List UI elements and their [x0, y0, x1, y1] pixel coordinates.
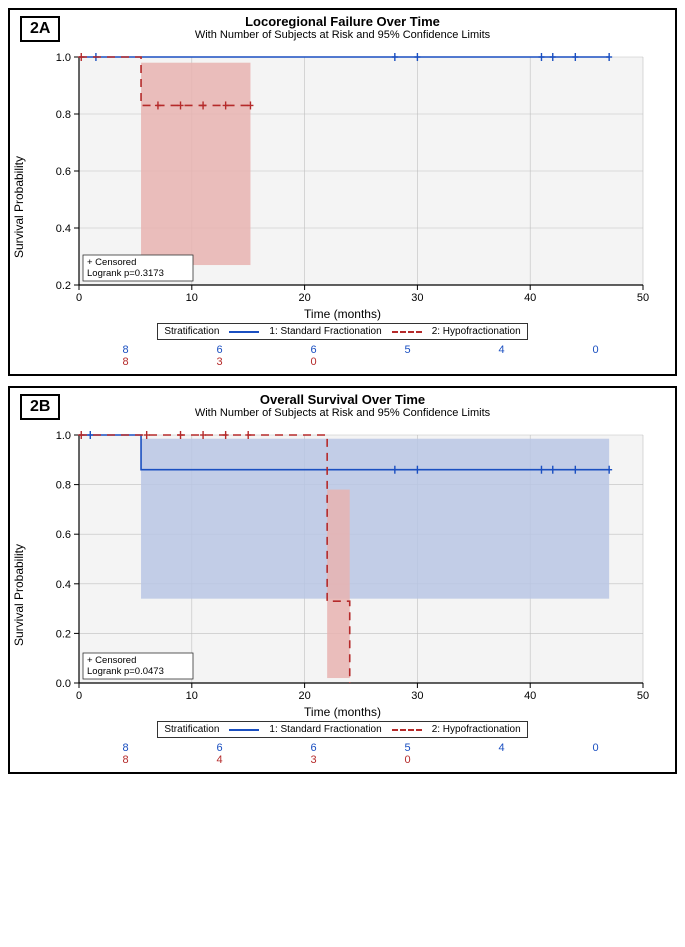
svg-text:0: 0: [75, 292, 81, 304]
legend-swatch: [392, 331, 422, 333]
x-axis-label: Time (months): [23, 307, 663, 321]
title-main: Overall Survival Over Time: [16, 392, 669, 407]
risk-cell: 3: [267, 754, 361, 766]
svg-text:10: 10: [185, 292, 197, 304]
risk-cell: 0: [361, 754, 455, 766]
svg-text:0.4: 0.4: [55, 223, 70, 235]
legend-swatch: [229, 331, 259, 333]
risk-cell: [549, 754, 643, 766]
legend-item-label: 1: Standard Fractionation: [269, 724, 381, 735]
risk-cell: 8: [79, 742, 173, 754]
svg-text:0.8: 0.8: [55, 480, 70, 492]
panel-label: 2A: [20, 16, 60, 42]
legend: Stratification 1: Standard Fractionation 2…: [157, 323, 527, 340]
svg-text:20: 20: [298, 292, 310, 304]
info-box: + CensoredLogrank p=0.0473: [83, 653, 193, 679]
legend-swatch: [392, 729, 422, 731]
risk-cell: [549, 356, 643, 368]
info-box: + CensoredLogrank p=0.3173: [83, 255, 193, 281]
legend-title: Stratification: [164, 724, 219, 735]
legend-item-label: 2: Hypofractionation: [432, 326, 521, 337]
risk-cell: 5: [361, 742, 455, 754]
title-sub: With Number of Subjects at Risk and 95% …: [16, 29, 669, 41]
title-main: Locoregional Failure Over Time: [16, 14, 669, 29]
risk-cell: 8: [79, 344, 173, 356]
risk-cell: 4: [455, 742, 549, 754]
legend-item-label: 2: Hypofractionation: [432, 724, 521, 735]
panel-2B: 2BOverall Survival Over TimeWith Number …: [8, 386, 677, 774]
risk-cell: 6: [173, 742, 267, 754]
risk-cell: 5: [361, 344, 455, 356]
svg-text:20: 20: [298, 690, 310, 702]
panel-2A: 2ALocoregional Failure Over TimeWith Num…: [8, 8, 677, 376]
risk-cell: 4: [173, 754, 267, 766]
svg-text:40: 40: [524, 292, 536, 304]
ci-band: [327, 490, 350, 678]
svg-text:30: 30: [411, 292, 423, 304]
svg-text:30: 30: [411, 690, 423, 702]
risk-cell: 3: [173, 356, 267, 368]
svg-text:50: 50: [636, 292, 648, 304]
svg-text:0.2: 0.2: [55, 628, 70, 640]
svg-text:0.2: 0.2: [55, 280, 70, 292]
svg-text:1.0: 1.0: [55, 52, 70, 64]
y-axis-label: Survival Probability: [12, 543, 26, 645]
risk-table: 866540830: [23, 344, 663, 368]
chart-stage: Survival Probability010203040500.20.40.6…: [23, 45, 663, 368]
y-axis-label: Survival Probability: [12, 155, 26, 257]
risk-cell: 8: [79, 356, 173, 368]
svg-text:+ Censored: + Censored: [87, 257, 136, 268]
survival-plot: 0 10 20 30 40 50 0.0 0.2 0.4 0.6 0.8 1.0 + CensoredL…: [23, 423, 663, 703]
svg-text:0.4: 0.4: [55, 579, 70, 591]
svg-text:0.0: 0.0: [55, 678, 70, 690]
svg-text:1.0: 1.0: [55, 430, 70, 442]
svg-text:0.8: 0.8: [55, 109, 70, 121]
svg-text:Logrank p=0.3173: Logrank p=0.3173: [87, 268, 164, 279]
risk-cell: 6: [173, 344, 267, 356]
risk-cell: 0: [549, 742, 643, 754]
risk-cell: [361, 356, 455, 368]
titles: Overall Survival Over TimeWith Number of…: [16, 392, 669, 419]
risk-cell: 4: [455, 344, 549, 356]
risk-cell: 0: [549, 344, 643, 356]
ci-band: [141, 439, 609, 599]
legend: Stratification 1: Standard Fractionation 2…: [157, 721, 527, 738]
svg-text:10: 10: [185, 690, 197, 702]
risk-cell: 6: [267, 344, 361, 356]
risk-table: 8665408430: [23, 742, 663, 766]
svg-text:+ Censored: + Censored: [87, 655, 136, 666]
svg-text:40: 40: [524, 690, 536, 702]
titles: Locoregional Failure Over TimeWith Numbe…: [16, 14, 669, 41]
svg-text:50: 50: [636, 690, 648, 702]
risk-cell: [455, 754, 549, 766]
svg-text:0: 0: [75, 690, 81, 702]
panel-label: 2B: [20, 394, 60, 420]
svg-text:0.6: 0.6: [55, 529, 70, 541]
risk-cell: 0: [267, 356, 361, 368]
survival-plot: 0 10 20 30 40 50 0.2 0.4 0.6 0.8 1.0 + CensoredLogr…: [23, 45, 663, 305]
legend-swatch: [229, 729, 259, 731]
legend-item-label: 1: Standard Fractionation: [269, 326, 381, 337]
svg-text:0.6: 0.6: [55, 166, 70, 178]
chart-stage: Survival Probability010203040500.00.20.4…: [23, 423, 663, 766]
risk-cell: 6: [267, 742, 361, 754]
ci-band: [141, 63, 250, 265]
risk-cell: 8: [79, 754, 173, 766]
legend-title: Stratification: [164, 326, 219, 337]
risk-cell: [455, 356, 549, 368]
x-axis-label: Time (months): [23, 705, 663, 719]
title-sub: With Number of Subjects at Risk and 95% …: [16, 407, 669, 419]
svg-text:Logrank p=0.0473: Logrank p=0.0473: [87, 666, 164, 677]
